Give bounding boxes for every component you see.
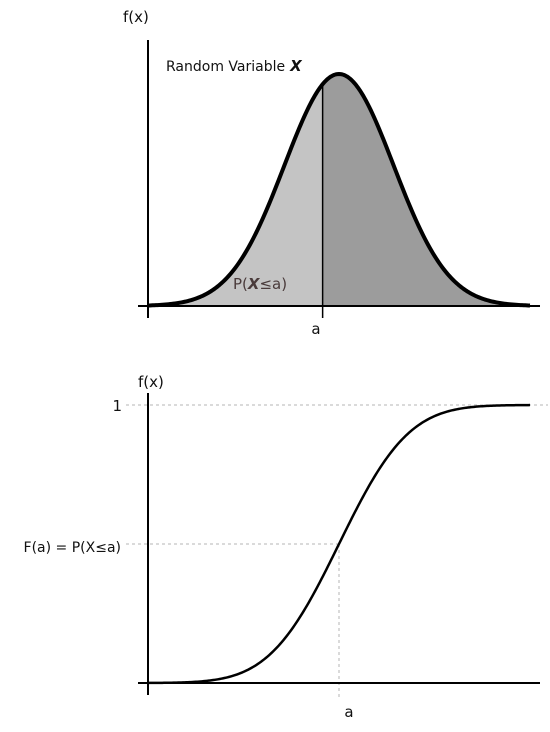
cdf-y-tick-fa: F(a) = P(X≤a) xyxy=(24,540,121,556)
cdf-y-tick-one: 1 xyxy=(112,397,122,415)
pdf-area-label-variable: X xyxy=(247,275,261,293)
pdf-area-label: P(X≤a) xyxy=(233,275,287,293)
cdf-curve xyxy=(147,403,531,685)
pdf-x-tick-label: a xyxy=(311,320,320,338)
curve-label-text: Random Variable xyxy=(166,59,285,75)
pdf-area-label-suffix: ≤a) xyxy=(259,275,287,293)
pdf-area-label-prefix: P( xyxy=(233,275,248,293)
curve-label-variable: X xyxy=(289,57,303,75)
cdf-y-axis-label: f(x) xyxy=(138,373,164,391)
pdf-curve xyxy=(147,72,531,308)
pdf-area-left xyxy=(148,84,323,307)
cdf-x-tick-label: a xyxy=(344,703,353,721)
curve-label: Random Variable X xyxy=(166,57,303,75)
pdf-area-right xyxy=(322,74,530,306)
pdf-y-axis-label: f(x) xyxy=(123,8,149,26)
pdf-chart: f(x) Random Variable X P(X≤a) a xyxy=(123,8,540,338)
cdf-chart: f(x) 1 F(a) = P(X≤a) a xyxy=(24,373,548,721)
